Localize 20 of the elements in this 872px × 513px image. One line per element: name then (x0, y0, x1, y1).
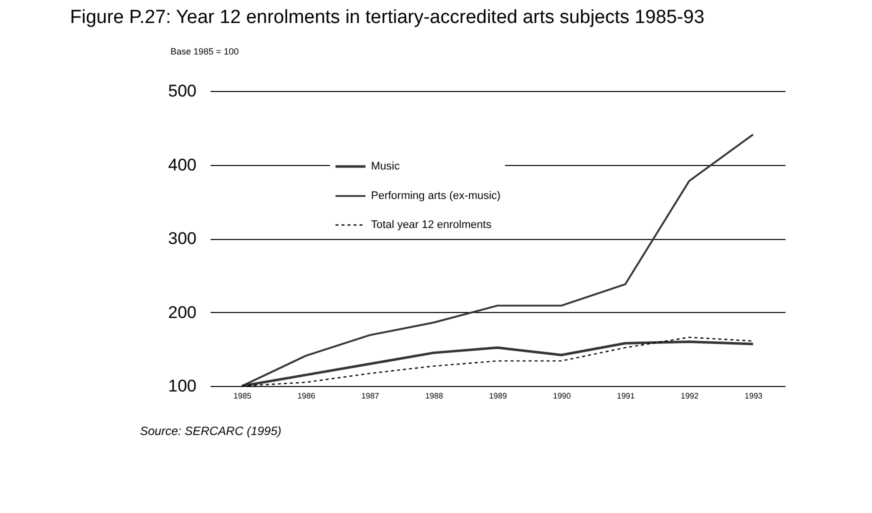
y-tick-label: 100 (168, 376, 196, 396)
y-tick-label: 300 (168, 229, 196, 248)
chart-title: Figure P.27: Year 12 enrolments in tertiary-accredited arts subjects 1985-93 (70, 7, 704, 28)
x-tick-label: 1986 (297, 392, 316, 400)
y-tick-label: 400 (168, 155, 196, 174)
legend-label: Music (371, 160, 400, 172)
source-note: Source: SERCARC (1995) (140, 424, 282, 438)
x-tick-label: 1989 (489, 392, 508, 400)
legend-label: Performing arts (ex-music) (371, 190, 501, 202)
y-axis-title: Base 1985 = 100 (170, 46, 239, 56)
x-tick-label: 1992 (680, 392, 700, 400)
x-tick-label: 1991 (616, 392, 636, 400)
x-tick-label: 1990 (552, 392, 572, 400)
x-tick-label: 1993 (744, 392, 764, 400)
legend-label: Total year 12 enrolments (371, 219, 492, 231)
x-tick-label: 1988 (425, 392, 444, 400)
x-tick-label: 1985 (234, 392, 252, 400)
y-tick-label: 200 (168, 302, 196, 322)
x-tick-label: 1987 (361, 392, 380, 400)
y-tick-label: 500 (168, 82, 196, 100)
